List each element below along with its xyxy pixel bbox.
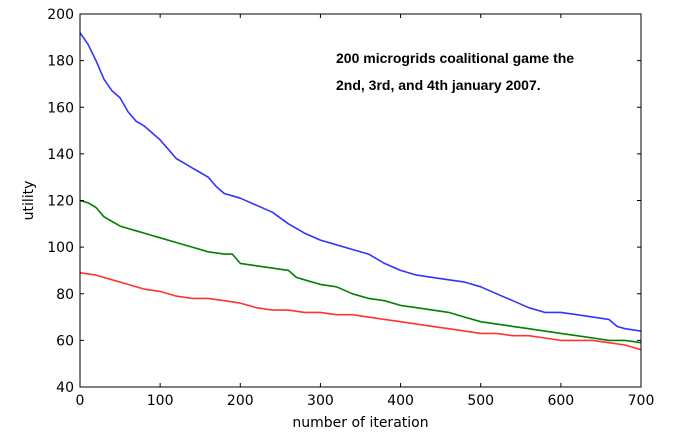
x-axis-label: number of iteration (292, 415, 428, 431)
y-tick-label: 80 (56, 287, 74, 303)
x-tick-label: 300 (307, 393, 334, 409)
x-tick-label: 500 (467, 393, 494, 409)
x-tick-label: 200 (227, 393, 254, 409)
y-tick-label: 140 (47, 147, 74, 163)
series-layer (79, 32, 642, 351)
y-tick-label: 120 (47, 194, 74, 210)
y-tick-label: 60 (56, 333, 74, 349)
y-axis-label: utility (21, 181, 37, 221)
x-tick-label: 700 (628, 393, 655, 409)
x-tick-label: 100 (147, 393, 174, 409)
ticks-layer: 0 100 200 300 400 500 600 700 40 60 80 100 120 140 160… (47, 7, 654, 409)
annotation-line-1: 200 microgrids coalitional game the (336, 50, 574, 66)
y-tick-label: 180 (47, 54, 74, 70)
series-line-3 (79, 272, 642, 351)
x-tick-label: 600 (547, 393, 574, 409)
plot-frame (79, 13, 642, 388)
series-line-2 (79, 199, 642, 344)
y-tick-label: 40 (56, 380, 74, 396)
x-tick-label: 0 (76, 393, 85, 409)
y-tick-label: 200 (47, 7, 74, 23)
y-tick-label: 100 (47, 240, 74, 256)
annotation-line-2: 2nd, 3rd, and 4th january 2007. (336, 77, 541, 93)
x-tick-label: 400 (387, 393, 414, 409)
series-line-1 (79, 32, 642, 332)
y-tick-label: 160 (47, 100, 74, 116)
